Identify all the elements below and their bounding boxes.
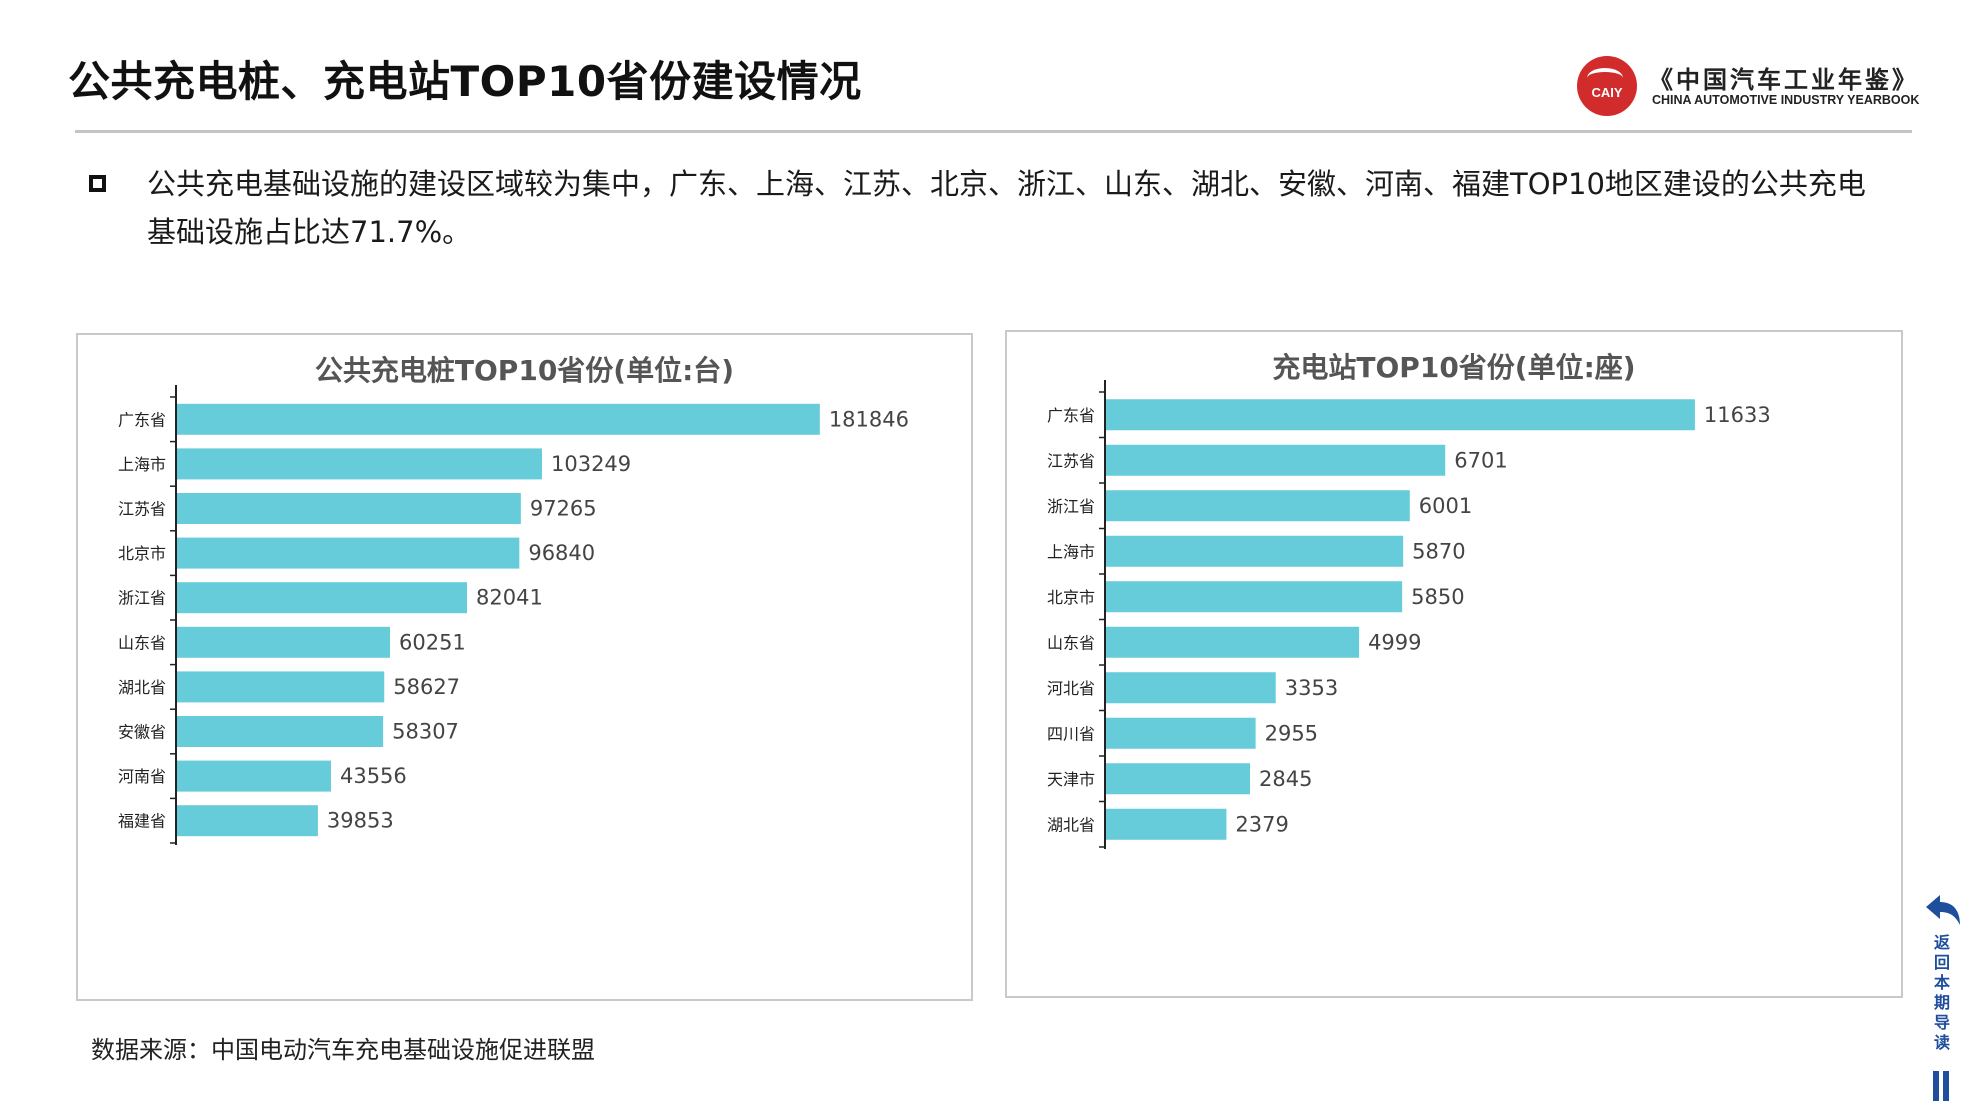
category-label: 上海市	[118, 455, 166, 474]
data-label: 6701	[1454, 448, 1507, 472]
category-label: 山东省	[1047, 633, 1095, 652]
category-label: 天津市	[1047, 770, 1095, 789]
bar-chart-charging-piles: 广东省 181846 上海市 103249 江苏省 97265 北京市 96840 浙江省 820…	[118, 385, 909, 845]
bar	[177, 493, 521, 524]
data-label: 2379	[1235, 812, 1288, 836]
bar	[1106, 490, 1410, 522]
data-label: 4999	[1368, 630, 1421, 654]
bar	[177, 716, 384, 747]
category-label: 安徽省	[118, 723, 166, 742]
bar	[1106, 717, 1256, 749]
data-label: 5850	[1411, 585, 1464, 609]
caiy-logo-icon: CAIY	[1577, 56, 1637, 116]
title-divider	[75, 130, 1912, 133]
bar	[1106, 763, 1251, 795]
bar	[177, 403, 820, 435]
data-label: 82041	[476, 586, 543, 610]
data-source-note: 数据来源：中国电动汽车充电基础设施促进联盟	[91, 1036, 595, 1064]
bar	[177, 537, 520, 569]
category-label: 四川省	[1047, 724, 1095, 743]
data-label: 6001	[1419, 494, 1472, 518]
category-label: 河南省	[118, 767, 166, 786]
page-title: 公共充电桩、充电站TOP10省份建设情况	[68, 57, 862, 106]
chart-panel-charging-stations: 充电站TOP10省份(单位:座) 广东省 11633 江苏省 6701 浙江省 6001 上…	[1005, 330, 1903, 998]
return-arrow-icon	[1926, 895, 1960, 925]
back-to-guide-label: 返回本期导读	[1933, 933, 1950, 1052]
category-label: 江苏省	[118, 500, 166, 519]
chart-title: 充电站TOP10省份(单位:座)	[1272, 351, 1636, 384]
chart-title: 公共充电桩TOP10省份(单位:台)	[314, 354, 735, 387]
bar	[1106, 581, 1403, 613]
data-label: 97265	[530, 497, 597, 521]
bar	[1106, 626, 1360, 658]
category-label: 河北省	[1047, 679, 1095, 698]
data-label: 5870	[1412, 539, 1465, 563]
category-label: 浙江省	[1047, 497, 1095, 516]
category-label: 江苏省	[1047, 451, 1095, 470]
chart-panel-charging-piles: 公共充电桩TOP10省份(单位:台) 广东省 181846 上海市 103249 江苏省…	[76, 333, 973, 1001]
bar	[177, 582, 468, 614]
data-label: 181846	[829, 407, 909, 431]
logo-name-cn: 《中国汽车工业年鉴》	[1649, 66, 1919, 94]
data-label: 2955	[1265, 721, 1318, 745]
category-label: 福建省	[118, 812, 166, 831]
bar	[1106, 399, 1695, 431]
bar	[1106, 672, 1276, 704]
category-label: 广东省	[1047, 406, 1095, 425]
logo-name-en: CHINA AUTOMOTIVE INDUSTRY YEARBOOK	[1652, 93, 1920, 107]
data-label: 58627	[393, 675, 460, 699]
data-label: 3353	[1285, 676, 1338, 700]
bar	[177, 760, 331, 792]
data-label: 11633	[1704, 403, 1771, 427]
data-label: 103249	[551, 452, 631, 476]
bar	[1106, 535, 1404, 567]
category-label: 湖北省	[1047, 815, 1095, 834]
square-bullet-icon	[89, 175, 106, 192]
bar	[1106, 808, 1227, 840]
category-label: 浙江省	[118, 589, 166, 608]
category-label: 山东省	[118, 633, 166, 652]
summary-text: 公共充电基础设施的建设区域较为集中，广东、上海、江苏、北京、浙江、山东、湖北、安…	[147, 167, 1866, 249]
bar	[177, 626, 390, 658]
data-label: 43556	[340, 764, 407, 788]
data-label: 2845	[1259, 767, 1312, 791]
bar-chart-charging-stations: 广东省 11633 江苏省 6701 浙江省 6001 上海市 5870 北京市 5850 山东省 4…	[1047, 380, 1771, 849]
category-label: 湖北省	[118, 678, 166, 697]
data-label: 58307	[392, 720, 459, 744]
category-label: 广东省	[118, 410, 166, 429]
category-label: 北京市	[118, 544, 166, 563]
bar	[1106, 444, 1446, 476]
category-label: 上海市	[1047, 542, 1095, 561]
back-to-guide-button[interactable]: 返回本期导读	[1920, 893, 1962, 1103]
data-label: 60251	[399, 630, 466, 654]
data-label: 96840	[528, 541, 595, 565]
category-label: 北京市	[1047, 588, 1095, 607]
data-label: 39853	[327, 809, 394, 833]
bar	[177, 671, 385, 703]
bar	[177, 448, 542, 480]
bar	[177, 805, 318, 837]
nav-bars-icon	[1933, 1071, 1949, 1101]
